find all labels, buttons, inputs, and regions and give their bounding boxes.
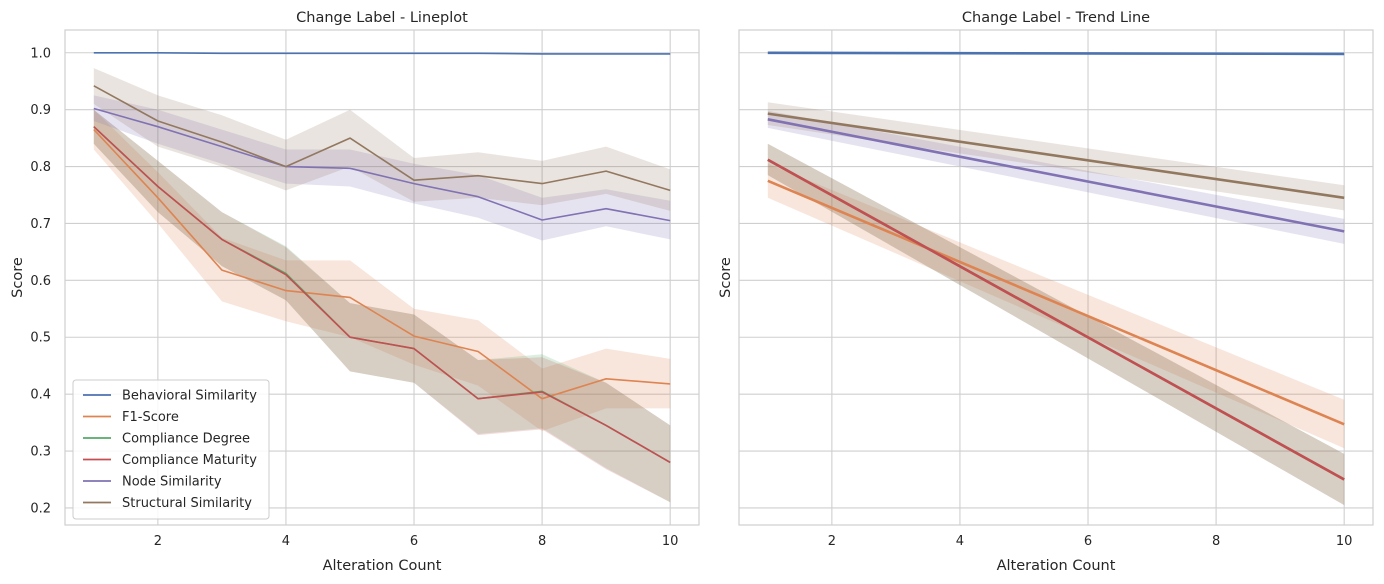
x-tick-label: 6: [410, 534, 418, 549]
line-behavioral-similarity: [93, 51, 671, 55]
y-tick-label: 1.0: [30, 46, 51, 61]
plot-frame: [738, 29, 1374, 526]
y-tick-label: 0.2: [30, 501, 51, 516]
band-compliance-maturity: [93, 109, 671, 503]
legend-item: Compliance Maturity: [83, 453, 257, 468]
x-tick-label: 4: [282, 534, 290, 549]
band-f1-score: [767, 163, 1345, 449]
legend-item: Compliance Degree: [83, 432, 250, 447]
legend-item: Node Similarity: [83, 475, 222, 490]
x-tick-label: 2: [154, 534, 162, 549]
x-tick-label: 8: [538, 534, 546, 549]
band-compliance-degree: [767, 143, 1345, 506]
x-tick-label: 8: [1212, 534, 1220, 549]
x-axis-label: Alteration Count: [323, 558, 442, 574]
legend-label: Compliance Degree: [122, 432, 250, 447]
line-behavioral-similarity: [767, 51, 1345, 56]
legend-item: Behavioral Similarity: [83, 389, 257, 404]
x-tick-label: 10: [662, 534, 679, 549]
x-tick-label: 10: [1336, 534, 1353, 549]
legend-label: Node Similarity: [122, 475, 222, 490]
y-tick-label: 0.6: [30, 274, 51, 289]
line-node-similarity: [93, 107, 671, 222]
band-compliance-maturity: [767, 143, 1345, 506]
y-axis-label: Score: [718, 257, 734, 298]
y-tick-label: 0.5: [30, 331, 51, 346]
y-tick-label: 0.4: [30, 388, 51, 403]
x-axis-label: Alteration Count: [997, 558, 1116, 574]
line-structural-similarity: [767, 112, 1345, 200]
legend: Behavioral Similarity F1-Score Compliance …: [72, 379, 270, 520]
legend-item: F1-Score: [83, 410, 179, 425]
chart-panel-1: 2 4 6 8 10 0.2 0.3 0.4 0.5 0.6 0.7 0.8 0.9 1.0 Change …: [10, 10, 700, 574]
x-tick-label: 6: [1084, 534, 1092, 549]
line-f1-score: [767, 179, 1345, 426]
line-compliance-maturity: [93, 126, 671, 464]
legend-label: Compliance Maturity: [122, 453, 257, 468]
chart-title: Change Label - Lineplot: [296, 10, 468, 26]
legend-frame: [72, 379, 270, 520]
line-f1-score: [93, 129, 671, 400]
chart-panel-2: 2 4 6 8 10 Change Label - Trend Line Alteratio…: [718, 10, 1374, 574]
line-structural-similarity: [93, 85, 671, 192]
chart-title: Change Label - Trend Line: [962, 10, 1150, 26]
legend-label: F1-Score: [122, 410, 179, 425]
x-tick-label: 4: [956, 534, 964, 549]
band-node-similarity: [93, 95, 671, 241]
legend-label: Structural Similarity: [122, 496, 252, 511]
band-structural-similarity: [93, 68, 671, 211]
y-tick-label: 0.3: [30, 445, 51, 460]
x-tick-label: 2: [828, 534, 836, 549]
y-tick-label: 0.9: [30, 103, 51, 118]
band-f1-score: [93, 109, 671, 432]
y-tick-label: 0.8: [30, 160, 51, 175]
band-compliance-degree: [93, 109, 671, 503]
line-compliance-maturity: [767, 158, 1345, 481]
legend-label: Behavioral Similarity: [122, 389, 257, 404]
band-node-similarity: [767, 110, 1345, 244]
plot-frame: [64, 29, 700, 526]
line-node-similarity: [767, 118, 1345, 233]
y-axis-label: Score: [10, 257, 26, 298]
legend-item: Structural Similarity: [83, 496, 252, 511]
y-tick-label: 0.7: [30, 217, 51, 232]
